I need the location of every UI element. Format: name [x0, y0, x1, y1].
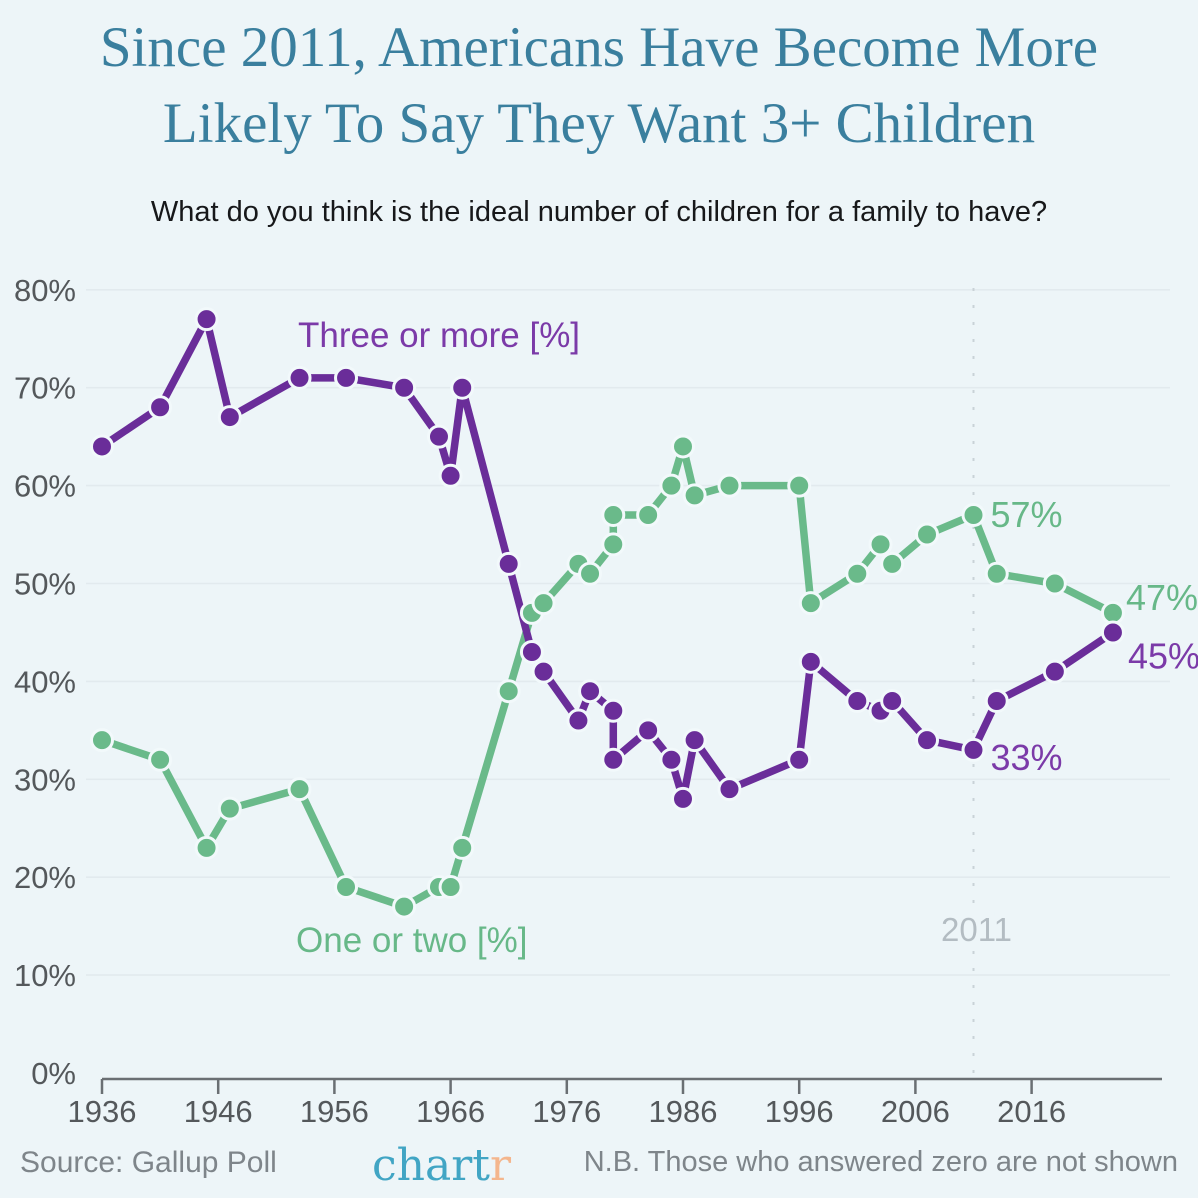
page-title: Since 2011, Americans Have Become More L…	[0, 10, 1198, 162]
chart-subtitle: What do you think is the ideal number of…	[150, 196, 1048, 228]
data-point-one-or-two-2004	[880, 551, 905, 576]
data-point-three-or-more-1980	[601, 747, 626, 772]
x-tick-label-1966: 1966	[416, 1094, 485, 1129]
data-point-one-or-two-1947	[217, 796, 242, 821]
data-point-one-or-two-1990	[717, 473, 742, 498]
data-point-one-or-two-1971	[496, 679, 521, 704]
data-point-one-or-two-1966	[438, 874, 463, 899]
data-point-three-or-more-2007	[915, 728, 940, 753]
y-tick-label-20%: 20%	[14, 860, 76, 895]
x-tick-label-1936: 1936	[68, 1094, 137, 1129]
data-point-one-or-two-2007	[915, 522, 940, 547]
x-tick-label-1946: 1946	[184, 1094, 253, 1129]
y-tick-label-70%: 70%	[14, 371, 76, 406]
data-point-three-or-more-2013	[984, 688, 1009, 713]
data-point-three-or-more-1967	[450, 375, 475, 400]
y-tick-label-0%: 0%	[31, 1056, 76, 1091]
data-point-one-or-two-1997	[798, 591, 823, 616]
chartr-logo-r: r	[489, 1140, 511, 1191]
data-point-three-or-more-1936	[90, 434, 114, 459]
page-title-line2: Likely To Say They Want 3+ Children	[162, 92, 1036, 155]
y-tick-label-40%: 40%	[14, 664, 76, 699]
x-tick-label-1986: 1986	[649, 1094, 718, 1129]
data-point-one-or-two-1983	[636, 502, 661, 527]
data-point-one-or-two-2001	[845, 561, 870, 586]
data-point-three-or-more-1973	[519, 640, 544, 665]
data-point-three-or-more-1966	[438, 463, 463, 488]
data-point-one-or-two-1957	[334, 874, 359, 899]
data-point-three-or-more-1977	[566, 708, 591, 733]
data-point-three-or-more-1974	[531, 659, 556, 684]
data-point-three-or-more-1983	[636, 718, 661, 743]
data-point-three-or-more-1945	[194, 307, 219, 332]
data-point-three-or-more-1965	[426, 424, 451, 449]
y-tick-label-60%: 60%	[14, 469, 76, 504]
data-point-one-or-two-2023	[1100, 600, 1125, 625]
data-point-one-or-two-1996	[787, 473, 812, 498]
data-point-three-or-more-2004	[880, 688, 905, 713]
data-point-three-or-more-2023	[1100, 620, 1125, 645]
annotation-45%: 45%	[1128, 635, 1198, 676]
y-tick-label-80%: 80%	[14, 273, 76, 308]
data-point-one-or-two-2011	[961, 502, 986, 527]
data-point-three-or-more-1962	[392, 375, 417, 400]
data-point-one-or-two-1974	[531, 591, 556, 616]
data-point-one-or-two-1936	[90, 728, 114, 753]
data-point-one-or-two-1985	[659, 473, 684, 498]
data-point-one-or-two-2018	[1042, 571, 1067, 596]
series-label-one-or-two: One or two [%]	[296, 921, 527, 960]
y-tick-label-50%: 50%	[14, 567, 76, 602]
data-point-one-or-two-1941	[148, 747, 173, 772]
data-point-three-or-more-1941	[148, 395, 173, 420]
y-tick-label-10%: 10%	[14, 958, 76, 993]
data-point-one-or-two-2013	[984, 561, 1009, 586]
x-tick-label-1956: 1956	[300, 1094, 369, 1129]
data-point-three-or-more-1986	[671, 786, 695, 811]
data-point-one-or-two-1980	[601, 532, 626, 557]
page-title-line1: Since 2011, Americans Have Become More	[99, 16, 1099, 79]
chartr-logo-chart: chart	[372, 1140, 490, 1191]
chartr-logo: chartr	[372, 1144, 511, 1188]
annotation-57%: 57%	[991, 494, 1063, 535]
data-point-three-or-more-1985	[659, 747, 684, 772]
data-point-three-or-more-1997	[798, 649, 823, 674]
data-point-three-or-more-1987	[682, 728, 707, 753]
data-point-three-or-more-1947	[217, 405, 242, 430]
data-point-three-or-more-2011	[961, 737, 986, 762]
data-point-one-or-two-2003	[868, 532, 893, 557]
data-point-three-or-more-1957	[334, 365, 359, 390]
vline-label-2011: 2011	[941, 911, 1012, 948]
data-point-one-or-two-1987	[682, 483, 707, 508]
data-point-one-or-two-1986	[671, 434, 695, 459]
data-point-three-or-more-2001	[845, 688, 870, 713]
data-point-three-or-more-1953	[287, 365, 312, 390]
data-point-three-or-more-1978	[578, 679, 603, 704]
data-point-one-or-two-1962	[392, 894, 417, 919]
series-label-three-or-more: Three or more [%]	[298, 316, 580, 355]
source-credit: Source: Gallup Poll	[20, 1146, 277, 1179]
annotation-33%: 33%	[991, 737, 1063, 778]
data-point-three-or-more-1996	[787, 747, 812, 772]
data-point-three-or-more-1971	[496, 551, 521, 576]
y-tick-label-30%: 30%	[14, 762, 76, 797]
data-point-three-or-more-2018	[1042, 659, 1067, 684]
x-tick-label-1996: 1996	[765, 1094, 834, 1129]
data-point-one-or-two-1978	[578, 561, 603, 586]
data-point-three-or-more-1980	[601, 698, 626, 723]
x-tick-label-1976: 1976	[532, 1094, 601, 1129]
data-point-one-or-two-1945	[194, 835, 219, 860]
data-point-one-or-two-1980	[601, 502, 626, 527]
x-tick-label-2006: 2006	[881, 1094, 950, 1129]
footnote: N.B. Those who answered zero are not sho…	[583, 1146, 1178, 1178]
data-point-three-or-more-1990	[717, 777, 742, 802]
annotation-47%: 47%	[1126, 577, 1198, 618]
data-point-one-or-two-1967	[450, 835, 475, 860]
x-tick-label-2016: 2016	[997, 1094, 1066, 1129]
series-line-three-or-more	[98, 315, 1117, 803]
data-point-one-or-two-1953	[287, 777, 312, 802]
